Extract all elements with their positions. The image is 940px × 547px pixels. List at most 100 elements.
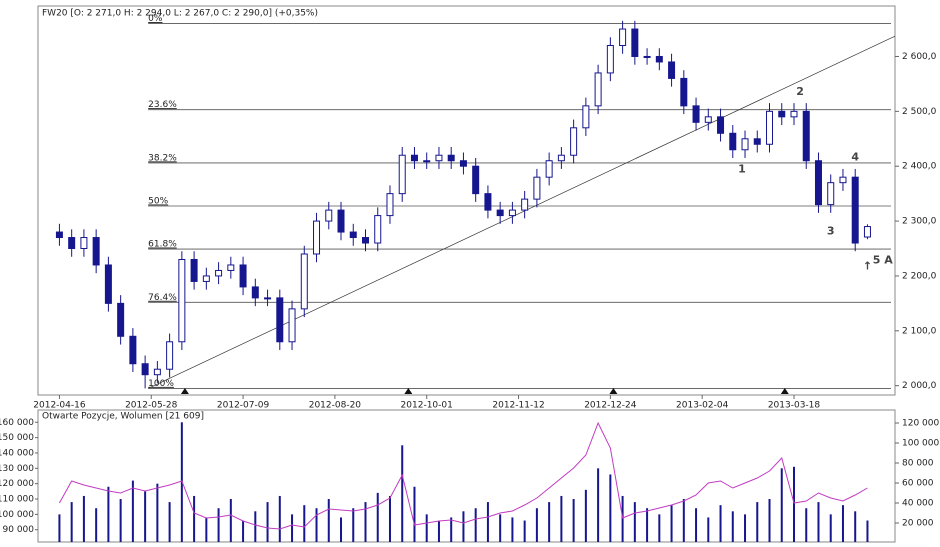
fib-label: 50% bbox=[148, 196, 168, 206]
candle-body bbox=[863, 226, 871, 238]
x-tick-label: 2013-02-04 bbox=[676, 401, 729, 411]
candle-body bbox=[251, 286, 259, 299]
candle-body bbox=[239, 264, 247, 288]
volume-bar bbox=[523, 520, 526, 542]
volume-panel bbox=[37, 409, 896, 543]
candle-body bbox=[802, 110, 810, 162]
volume-bar bbox=[58, 514, 61, 542]
candle-body bbox=[92, 237, 100, 266]
candle-body bbox=[264, 297, 272, 300]
annotation: 4 bbox=[851, 150, 859, 163]
volume-bar bbox=[854, 511, 857, 542]
volume-bar bbox=[499, 514, 502, 542]
x-tick-label: 2012-10-01 bbox=[401, 401, 453, 411]
candle-body bbox=[619, 28, 627, 47]
candle-body bbox=[545, 160, 553, 178]
candle-body bbox=[178, 258, 186, 343]
open-interest-line bbox=[58, 421, 868, 530]
volume-bar bbox=[511, 517, 514, 542]
candle-body bbox=[778, 110, 786, 118]
volume-bar bbox=[450, 517, 453, 542]
candle-body bbox=[300, 253, 308, 310]
volume-bar bbox=[95, 508, 98, 542]
fib-label: 100% bbox=[148, 379, 174, 389]
candle-body bbox=[435, 154, 443, 162]
chart-title: FW20 [O: 2 271,0 H: 2 294,0 L: 2 267,0 C… bbox=[42, 9, 318, 19]
y-tick-label: 160 000 bbox=[0, 418, 34, 428]
volume-bar bbox=[841, 505, 844, 542]
volume-bar bbox=[572, 499, 575, 542]
fib-label: 38.2% bbox=[148, 153, 177, 163]
volume-bar bbox=[609, 474, 612, 542]
volume-bar bbox=[633, 502, 636, 542]
volume-bar bbox=[352, 508, 355, 542]
volume-bar bbox=[303, 505, 306, 542]
annotation: 1 bbox=[738, 163, 746, 176]
volume-bar bbox=[682, 499, 685, 542]
y2-tick-label: 120 000 bbox=[902, 419, 939, 429]
candle-body bbox=[594, 72, 602, 107]
x-tick-label: 2013-03-18 bbox=[768, 401, 821, 411]
candle-body bbox=[361, 237, 369, 244]
annotation: ↑ bbox=[863, 260, 872, 273]
candle-body bbox=[753, 138, 761, 145]
y-tick-label: 90 000 bbox=[3, 525, 35, 535]
candle-body bbox=[643, 55, 651, 58]
candle-body bbox=[276, 297, 284, 343]
candle-body bbox=[68, 237, 76, 250]
volume-bar bbox=[560, 495, 563, 542]
candle-body bbox=[606, 45, 614, 74]
candle-body bbox=[729, 132, 737, 151]
candle-body bbox=[851, 176, 859, 244]
volume-bar bbox=[780, 468, 783, 542]
volume-bar bbox=[658, 514, 661, 542]
y-tick-label: 100 000 bbox=[0, 510, 34, 520]
volume-bar bbox=[425, 514, 428, 542]
candle-body bbox=[766, 110, 774, 145]
volume-bar bbox=[388, 495, 391, 542]
x-tick-label: 2012-12-24 bbox=[584, 401, 637, 411]
volume-bar bbox=[768, 499, 771, 542]
volume-bar bbox=[242, 520, 245, 542]
candle-body bbox=[215, 269, 223, 277]
volume-bar bbox=[193, 495, 196, 542]
x-tick-label: 2012-05-28 bbox=[125, 401, 178, 411]
candle-body bbox=[521, 198, 529, 211]
volume-bar bbox=[107, 486, 110, 542]
volume-bar bbox=[82, 495, 85, 542]
volume-bar bbox=[401, 445, 404, 542]
volume-bar bbox=[792, 466, 795, 542]
volume-bar bbox=[364, 502, 367, 542]
candle-body bbox=[141, 363, 149, 376]
y2-tick-label: 80 000 bbox=[902, 459, 934, 469]
volume-bar bbox=[217, 508, 220, 542]
volume-bar bbox=[229, 499, 232, 542]
volume-bar bbox=[327, 499, 330, 542]
candle-body bbox=[190, 258, 198, 282]
volume-bar bbox=[707, 517, 710, 542]
volume-bar bbox=[254, 511, 257, 542]
y-tick-label: 130 000 bbox=[0, 464, 34, 474]
volume-bar bbox=[278, 495, 281, 542]
candle-body bbox=[631, 28, 639, 57]
candle-body bbox=[325, 209, 333, 222]
y-tick-label: 2 600,0 bbox=[902, 52, 937, 62]
volume-bar bbox=[437, 520, 440, 542]
candle-body bbox=[655, 55, 663, 63]
candle-body bbox=[704, 116, 712, 123]
candle-body bbox=[839, 176, 847, 184]
fib-label: 0% bbox=[148, 14, 163, 24]
volume-bar bbox=[266, 502, 269, 542]
annotation: 5 A bbox=[873, 254, 893, 267]
y-tick-label: 2 200,0 bbox=[902, 271, 937, 281]
volume-bar bbox=[376, 492, 379, 542]
candle-body bbox=[288, 308, 296, 343]
trendline bbox=[148, 35, 896, 389]
y-tick-label: 2 400,0 bbox=[902, 162, 937, 172]
candle-body bbox=[790, 110, 798, 118]
candle-body bbox=[313, 220, 321, 255]
volume-bar bbox=[144, 491, 147, 542]
candle-body bbox=[484, 193, 492, 211]
